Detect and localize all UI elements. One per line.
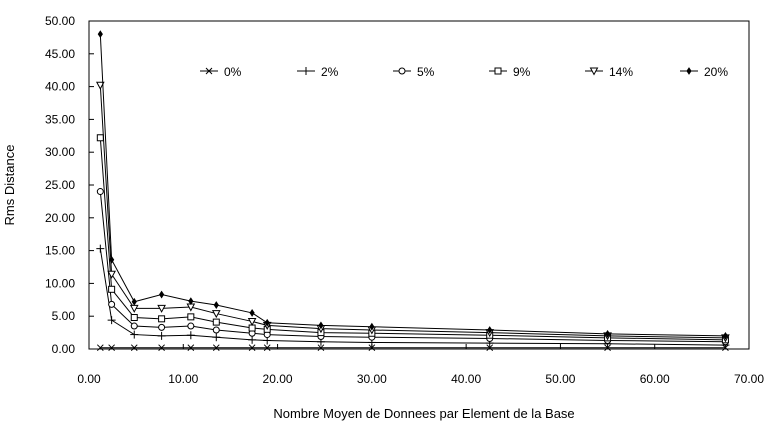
data-point: [263, 344, 271, 352]
data-point: [369, 322, 375, 331]
data-point: [212, 344, 220, 352]
legend-entry: 0%: [200, 65, 242, 79]
legend-entry: 2%: [297, 65, 339, 79]
legend-entry: 5%: [393, 65, 435, 79]
data-point: [130, 330, 139, 339]
legend-label: 2%: [321, 65, 339, 79]
data-point: [187, 344, 195, 352]
data-point: [130, 322, 138, 330]
data-point: [130, 314, 138, 322]
data-point: [96, 344, 104, 352]
legend-marker: [302, 67, 310, 75]
data-point: [109, 255, 115, 264]
series-group: [95, 30, 730, 352]
data-point: [604, 330, 611, 338]
data-point: [96, 244, 105, 253]
y-axis-title: Rms Distance: [2, 145, 17, 226]
series-line: [99, 34, 726, 337]
data-point: [107, 316, 116, 325]
data-point: [158, 290, 165, 299]
data-point: [317, 344, 325, 352]
y-tick-label: 0.00: [52, 342, 76, 356]
y-tick-label: 25.00: [45, 178, 75, 192]
data-point: [107, 270, 116, 279]
data-point: [212, 333, 221, 342]
series-1: [96, 244, 730, 350]
y-tick-label: 10.00: [45, 276, 75, 290]
data-point: [248, 344, 256, 352]
data-point: [187, 313, 195, 321]
x-tick-label: 60.00: [640, 372, 670, 386]
series-line: [99, 85, 726, 339]
legend-entry: 14%: [585, 65, 633, 79]
data-point: [108, 285, 116, 293]
data-point: [157, 304, 166, 313]
y-tick-label: 20.00: [45, 211, 75, 225]
y-tick-label: 40.00: [45, 80, 75, 94]
x-tick-label: 50.00: [545, 372, 575, 386]
x-tick-label: 10.00: [168, 372, 198, 386]
legend-marker: [398, 67, 406, 75]
data-point: [487, 326, 493, 334]
data-point: [368, 344, 376, 352]
data-point: [247, 317, 257, 327]
data-point: [248, 335, 257, 344]
data-point: [722, 331, 729, 340]
data-point: [157, 331, 166, 340]
data-point: [158, 344, 165, 352]
data-point: [318, 321, 324, 330]
y-tick-label: 15.00: [45, 244, 75, 258]
legend-label: 0%: [224, 65, 242, 79]
legend-marker: [589, 67, 599, 76]
series-3: [96, 134, 729, 344]
data-point: [211, 310, 221, 319]
data-point: [96, 188, 104, 196]
data-point: [108, 300, 116, 308]
data-point: [212, 318, 220, 326]
data-point: [108, 344, 115, 352]
legend-marker: [205, 67, 213, 75]
data-point: [158, 315, 166, 323]
data-point: [96, 134, 104, 142]
data-point: [130, 344, 138, 352]
x-tick-label: 30.00: [357, 372, 387, 386]
legend-label: 20%: [704, 65, 728, 79]
data-point: [249, 309, 255, 317]
series-0: [96, 344, 729, 352]
y-tick-label: 30.00: [45, 145, 75, 159]
legend-label: 14%: [609, 65, 633, 79]
data-point: [264, 318, 270, 327]
data-point: [131, 297, 137, 306]
data-point: [188, 297, 194, 306]
data-point: [187, 322, 195, 330]
x-tick-label: 70.00: [734, 372, 764, 386]
data-point: [186, 331, 195, 340]
data-point: [486, 344, 494, 352]
data-point: [97, 30, 103, 39]
x-tick-label: 40.00: [451, 372, 481, 386]
y-tick-label: 45.00: [45, 47, 75, 61]
legend-entry: 9%: [489, 65, 531, 79]
data-point: [213, 301, 219, 309]
data-point: [95, 81, 105, 90]
legend-marker: [686, 67, 692, 75]
data-point: [158, 323, 166, 331]
y-tick-label: 5.00: [52, 309, 76, 323]
axis-ticks: 0.00 10.00 20.00 30.00 40.00 50.00 60.00 70.00 0…: [45, 14, 764, 386]
series-2: [96, 188, 729, 346]
legend-entry: 20%: [680, 65, 728, 79]
series-line: [99, 137, 726, 341]
legend: 0% 2% 5% 9% 14% 20%: [200, 65, 728, 79]
series-5: [97, 30, 729, 340]
x-tick-label: 0.00: [77, 372, 101, 386]
legend-label: 9%: [513, 65, 531, 79]
x-axis-title: Nombre Moyen de Donnees par Element de l…: [273, 406, 574, 421]
y-tick-label: 50.00: [45, 14, 75, 28]
legend-marker: [494, 67, 502, 75]
legend-label: 5%: [417, 65, 435, 79]
x-tick-label: 20.00: [263, 372, 293, 386]
data-point: [212, 326, 220, 334]
y-tick-label: 35.00: [45, 112, 75, 126]
